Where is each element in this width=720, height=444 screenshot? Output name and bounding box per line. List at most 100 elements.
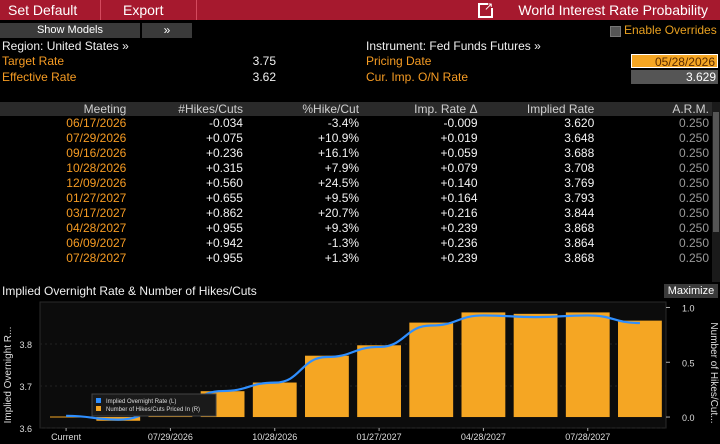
x-tick-label: 07/28/2027	[565, 432, 610, 442]
table-cell: +16.1%	[318, 146, 360, 160]
table-row[interactable]: 09/16/2026 +0.236 +16.1% +0.059 3.688 0.250	[0, 146, 712, 161]
bar	[357, 345, 401, 418]
cur-imp-rate-field[interactable]: 3.629	[631, 70, 718, 84]
table-cell: 0.250	[678, 206, 709, 220]
bar	[618, 320, 662, 418]
table-cell: 0.250	[678, 146, 709, 160]
bar	[252, 382, 297, 418]
table-cell: 3.868	[564, 251, 595, 265]
table-cell: -3.4%	[327, 116, 360, 130]
table-row[interactable]: 01/27/2027 +0.655 +9.5% +0.164 3.793 0.250	[0, 191, 712, 206]
table-cell: +7.9%	[324, 161, 360, 175]
table-cell: +9.5%	[324, 191, 360, 205]
external-link-icon[interactable]	[478, 2, 494, 18]
table-cell: +0.079	[440, 161, 478, 175]
set-default-button[interactable]: Set Default	[8, 2, 78, 18]
bar	[409, 322, 454, 418]
table-cell: +0.560	[205, 176, 243, 190]
table-row[interactable]: 06/17/2026 -0.034 -3.4% -0.009 3.620 0.250	[0, 116, 712, 131]
pricing-date-field[interactable]: 05/28/2026	[631, 54, 718, 69]
table-cell: +9.3%	[324, 221, 360, 235]
show-models-button[interactable]: Show Models	[0, 23, 140, 38]
x-tick-label: 01/27/2027	[357, 432, 402, 442]
column-header-arm[interactable]: A.R.M.	[597, 102, 712, 116]
bar	[461, 312, 506, 418]
region-selector[interactable]: Region: United States »	[2, 39, 129, 53]
table-row[interactable]: 04/28/2027 +0.955 +9.3% +0.239 3.868 0.250	[0, 221, 712, 236]
table-cell: 10/28/2026	[66, 161, 127, 175]
table-cell: +0.140	[440, 176, 478, 190]
instrument-selector[interactable]: Instrument: Fed Funds Futures »	[366, 39, 541, 53]
legend-label-bar: Number of Hikes/Cuts Priced In (R)	[106, 407, 200, 413]
x-tick-label: 10/28/2026	[252, 432, 297, 442]
table-cell: 3.864	[564, 236, 595, 250]
target-rate-label: Target Rate	[2, 54, 65, 68]
table-cell: 0.250	[678, 191, 709, 205]
expand-chevron-button[interactable]: »	[142, 23, 192, 38]
legend-box	[91, 393, 217, 417]
y-left-tick-label: 3.6	[19, 424, 32, 434]
table-cell: 06/09/2027	[66, 236, 127, 250]
table-cell: 0.250	[678, 161, 709, 175]
column-header-implied-rate[interactable]: Implied Rate	[480, 102, 598, 116]
y-left-tick-label: 3.8	[19, 340, 32, 350]
x-tick-label: 04/28/2027	[461, 432, 506, 442]
table-row[interactable]: 07/29/2026 +0.075 +10.9% +0.019 3.648 0.250	[0, 131, 712, 146]
table-row[interactable]: 03/17/2027 +0.862 +20.7% +0.216 3.844 0.250	[0, 206, 712, 221]
enable-overrides-checkbox[interactable]	[610, 26, 621, 37]
table-cell: +0.075	[205, 131, 243, 145]
maximize-button[interactable]: Maximize	[664, 284, 718, 298]
enable-overrides-label[interactable]: Enable Overrides	[624, 23, 717, 37]
table-cell: -0.009	[443, 116, 478, 130]
table-row[interactable]: 06/09/2027 +0.942 -1.3% +0.236 3.864 0.250	[0, 236, 712, 251]
table-cell: +0.655	[205, 191, 243, 205]
bar	[305, 355, 349, 418]
table-cell: +0.955	[205, 251, 243, 265]
table-scrollbar[interactable]	[712, 102, 720, 282]
table-cell: 07/29/2026	[66, 131, 127, 145]
table-cell: 09/16/2026	[66, 146, 127, 160]
table-row[interactable]: 10/28/2026 +0.315 +7.9% +0.079 3.708 0.250	[0, 161, 712, 176]
y-right-tick-label: 0.5	[682, 358, 695, 368]
column-header-imp-rate-delta[interactable]: Imp. Rate Δ	[362, 102, 481, 116]
scrollbar-thumb[interactable]	[713, 112, 719, 232]
table-row[interactable]: 07/28/2027 +0.955 +1.3% +0.239 3.868 0.250	[0, 251, 712, 266]
table-cell: 3.708	[564, 161, 595, 175]
external-link-arrow-icon: ↗	[484, 1, 494, 13]
table-cell: 07/28/2027	[66, 251, 127, 265]
table-cell: +0.236	[205, 146, 243, 160]
table-cell: +20.7%	[318, 206, 360, 220]
table-cell: -1.3%	[327, 236, 360, 250]
table-cell: 06/17/2026	[66, 116, 127, 130]
export-button[interactable]: Export	[123, 2, 164, 18]
bar	[565, 312, 610, 418]
y-right-tick-label: 0.0	[682, 413, 695, 423]
table-cell: +0.236	[440, 236, 478, 250]
table-cell: +0.019	[440, 131, 478, 145]
table-cell: 03/17/2027	[66, 206, 127, 220]
column-header-meeting[interactable]: Meeting	[0, 102, 130, 116]
legend-swatch-line	[96, 398, 101, 403]
effective-rate-value: 3.62	[252, 70, 276, 84]
bar	[513, 313, 558, 418]
table-cell: 3.868	[564, 221, 595, 235]
table-cell: +0.239	[440, 251, 478, 265]
table-cell: 0.250	[678, 176, 709, 190]
window-title: World Interest Rate Probability	[518, 2, 708, 18]
table-row[interactable]: 12/09/2026 +0.560 +24.5% +0.140 3.769 0.250	[0, 176, 712, 191]
table-cell: 3.620	[564, 116, 595, 130]
toolbar-divider	[196, 0, 197, 20]
x-tick-label: Current	[51, 432, 82, 442]
column-header-hikes-cuts[interactable]: #Hikes/Cuts	[129, 102, 246, 116]
table-cell: +0.315	[205, 161, 243, 175]
implied-rate-chart: 3.6 3.7 3.8 0.0 0.5 1.0 Current 07/29/2026 10/28…	[0, 298, 720, 444]
y-right-tick-label: 1.0	[682, 303, 695, 313]
toolbar-divider	[100, 0, 101, 20]
column-header-pct-hike-cut[interactable]: %Hike/Cut	[245, 102, 363, 116]
table-cell: 3.688	[564, 146, 595, 160]
table-cell: -0.034	[208, 116, 243, 130]
table-cell: 3.844	[564, 206, 595, 220]
table-cell: +1.3%	[324, 251, 360, 265]
legend-swatch-bar	[96, 406, 101, 411]
legend-label-line: Implied Overnight Rate (L)	[106, 399, 176, 405]
